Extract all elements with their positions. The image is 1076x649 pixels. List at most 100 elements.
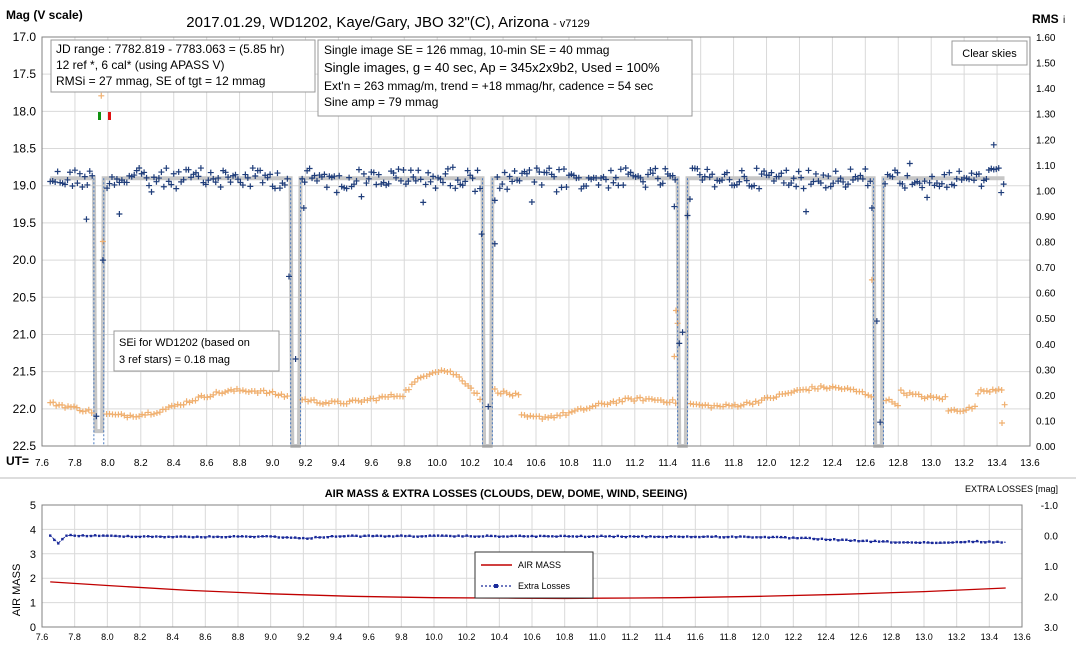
mag-point	[528, 199, 535, 206]
extra-losses-point	[306, 537, 309, 540]
mag-point	[257, 167, 264, 174]
mag-point	[397, 177, 404, 184]
lower-x-tick-label: 10.4	[491, 632, 509, 642]
extra-losses-point	[922, 541, 926, 544]
rms-point	[76, 407, 83, 414]
mag-point	[953, 175, 960, 182]
mag-point	[724, 169, 731, 176]
extra-losses-point	[338, 535, 342, 538]
rms-point	[183, 398, 190, 405]
mag-point	[612, 174, 619, 181]
mag-point	[160, 183, 167, 190]
extra-losses-point	[114, 534, 117, 538]
upper-y-right-tick-label: 1.50	[1036, 59, 1056, 70]
mag-point	[778, 170, 785, 177]
mag-point	[543, 169, 550, 176]
rms-point	[995, 386, 1002, 393]
mag-point	[173, 185, 180, 192]
extra-losses-point	[971, 540, 975, 544]
mag-point	[837, 175, 844, 182]
lower-x-tick-label: 13.0	[915, 632, 933, 642]
extra-losses-point	[641, 534, 644, 538]
extra-losses-point	[665, 536, 668, 539]
rms-point	[88, 409, 95, 416]
mag-point	[365, 175, 372, 182]
mag-point	[605, 184, 612, 191]
mag-point	[894, 169, 901, 176]
extra-losses-point	[808, 536, 811, 540]
upper-x-tick-label: 7.6	[35, 458, 49, 469]
extra-losses-point	[228, 535, 231, 538]
extra-losses-point	[510, 534, 513, 538]
weather-box: Clear skies	[951, 40, 1028, 66]
extra-losses-point	[522, 535, 525, 538]
mag-point	[817, 179, 824, 186]
mag-point	[901, 185, 908, 192]
extra-losses-point	[547, 535, 550, 538]
mag-point	[926, 179, 933, 186]
extra-losses-point	[955, 540, 958, 544]
rms-point	[817, 382, 824, 389]
mag-point	[933, 180, 940, 187]
mag-point	[148, 188, 155, 195]
rms-outlier-point	[98, 92, 105, 99]
upper-x-tick-label: 11.6	[691, 458, 710, 469]
mag-point	[711, 183, 718, 190]
extra-losses-point	[191, 536, 195, 539]
rms-point	[574, 406, 581, 413]
rms-point	[373, 397, 380, 404]
extra-losses-point	[318, 536, 321, 539]
mag-point	[131, 172, 138, 179]
extra-losses-point	[204, 536, 207, 539]
upper-y-right-tick-label: 1.60	[1036, 33, 1056, 44]
extra-losses-point	[935, 541, 938, 545]
rms-point	[648, 396, 655, 403]
extra-losses-point	[600, 534, 603, 537]
rms-point	[755, 399, 762, 406]
extra-losses-point	[367, 534, 370, 537]
mag-point	[276, 185, 283, 192]
mag-point	[168, 181, 175, 188]
mag-point	[439, 179, 446, 186]
extra-losses-point	[465, 534, 468, 537]
lower-x-tick-label: 12.6	[850, 632, 868, 642]
rms-point	[598, 400, 605, 407]
rms-point	[441, 368, 448, 375]
rms-point	[263, 390, 270, 397]
mag-point	[736, 178, 743, 185]
rms-point	[814, 385, 821, 392]
rms-point	[983, 387, 990, 394]
rms-point	[894, 402, 901, 409]
rms-point	[823, 385, 830, 392]
lower-x-tick-label: 11.4	[654, 632, 671, 642]
mag-point	[694, 165, 701, 172]
upper-x-tick-label: 13.4	[987, 458, 1007, 469]
rms-point	[429, 369, 436, 376]
upper-y-tick-label: 22.0	[13, 402, 37, 416]
mag-point	[420, 199, 427, 206]
rms-point	[73, 404, 80, 411]
rms-point	[459, 377, 466, 384]
lower-x-tick-label: 11.2	[622, 632, 639, 642]
mag-point	[449, 164, 456, 171]
mag-point	[857, 172, 864, 179]
extra-losses-point	[379, 534, 383, 538]
mag-outlier-point	[684, 212, 691, 219]
extra-losses-point	[877, 540, 881, 543]
mag-point	[375, 171, 382, 178]
upper-x-tick-label: 9.8	[397, 458, 411, 469]
upper-plot-frame	[41, 36, 1031, 447]
extra-losses-point	[289, 536, 293, 539]
rms-point	[50, 399, 57, 406]
sei-note-line-1: SEi for WD1202 (based on	[119, 337, 250, 349]
extra-losses-point	[771, 535, 775, 539]
mag-point	[74, 180, 81, 187]
mag-point	[192, 169, 199, 176]
mag-point	[560, 166, 567, 173]
mag-point	[659, 180, 666, 187]
extra-losses-point	[151, 535, 154, 539]
extra-losses-point	[375, 534, 378, 537]
rms-point	[897, 387, 904, 394]
mag-point	[472, 188, 479, 195]
rms-point	[305, 398, 312, 405]
